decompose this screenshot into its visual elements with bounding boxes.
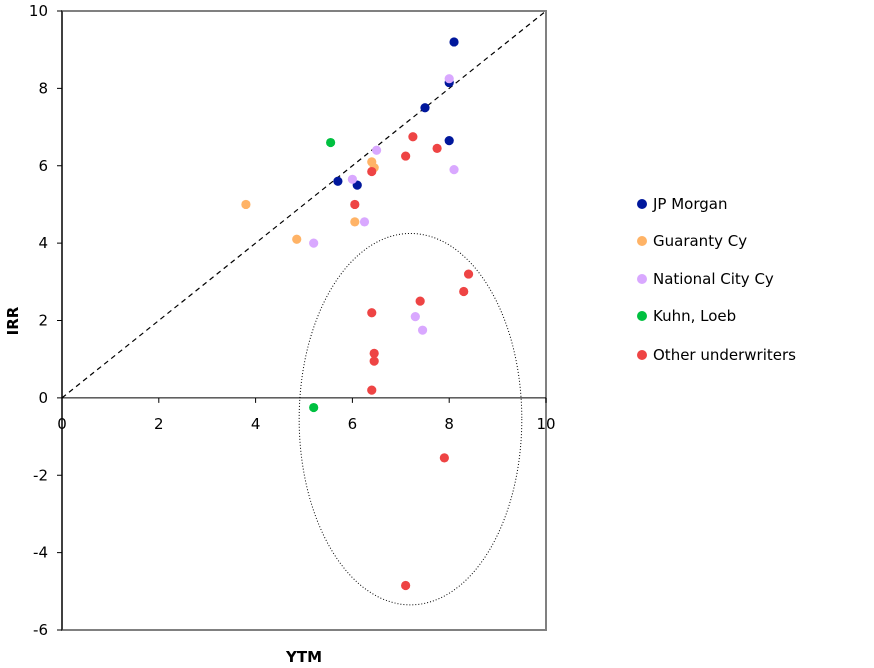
point-national-city-cy [417, 325, 428, 335]
y-tick-label: 10 [29, 2, 48, 20]
point-guaranty-cy [292, 234, 302, 244]
legend: JP Morgan Guaranty Cy National City Cy Kuhn… [623, 180, 873, 385]
point-other-underwriters [463, 269, 474, 279]
y-tick-label: 4 [38, 234, 48, 252]
dotted-ellipse [298, 232, 523, 606]
point-other-underwriters [459, 286, 469, 297]
legend-label: Kuhn, Loeb [653, 307, 737, 325]
point-national-city-cy [309, 238, 319, 248]
point-other-underwriters [415, 296, 425, 306]
point-national-city-cy [347, 174, 357, 184]
legend-item-other-underwriters: Other underwriters [637, 346, 830, 364]
y-tick-label: 2 [38, 312, 48, 330]
x-axis-title: YTM [285, 648, 322, 666]
point-jp-morgan [420, 103, 430, 113]
reference-line-45deg [61, 10, 547, 399]
x-tick-label: 10 [536, 415, 555, 433]
point-kuhn-loeb [326, 137, 336, 148]
point-other-underwriters [350, 199, 360, 210]
point-other-underwriters [432, 143, 442, 153]
point-national-city-cy [444, 74, 454, 84]
point-other-underwriters [369, 356, 379, 366]
y-tick-label: 0 [38, 389, 48, 407]
point-guaranty-cy [350, 217, 360, 227]
legend-label: Guaranty Cy [653, 232, 748, 250]
x-tick-labels: 0 2 4 6 8 10 [57, 397, 556, 433]
y-tick-labels: -6 -4 -2 0 2 4 6 8 10 [29, 2, 62, 639]
point-other-underwriters [369, 348, 379, 358]
point-other-underwriters [401, 580, 411, 591]
legend-marker [637, 350, 647, 360]
y-tick-label: -6 [33, 621, 48, 639]
point-other-underwriters [367, 385, 377, 395]
legend-item-national-city-cy: National City Cy [637, 270, 873, 288]
legend-label: National City Cy [653, 270, 774, 288]
point-kuhn-loeb [309, 402, 319, 413]
point-national-city-cy [372, 145, 382, 155]
x-tick-label: 6 [348, 415, 358, 433]
legend-label: Other underwriters [653, 346, 796, 364]
point-national-city-cy [359, 217, 370, 227]
y-tick-label: -2 [33, 466, 48, 484]
point-other-underwriters [408, 132, 418, 142]
diagonal-reference-line [61, 10, 547, 399]
plot-frame [61, 10, 547, 631]
y-axis-title: IRR [4, 306, 22, 335]
point-other-underwriters [401, 151, 411, 161]
y-tick-label: -4 [33, 544, 48, 562]
x-tick-label: 4 [251, 415, 261, 433]
point-other-underwriters [439, 453, 449, 463]
legend-marker [637, 236, 647, 246]
x-tick-label: 2 [154, 415, 164, 433]
point-jp-morgan [444, 136, 454, 146]
plot-border [61, 10, 547, 631]
legend-marker [637, 274, 647, 284]
legend-item-guaranty-cy: Guaranty Cy [637, 232, 777, 250]
point-other-underwriters [367, 166, 377, 177]
legend-label: JP Morgan [653, 195, 728, 213]
point-jp-morgan [449, 37, 459, 47]
point-guaranty-cy [241, 199, 251, 210]
x-tick-label: 8 [444, 415, 454, 433]
legend-marker [637, 199, 647, 209]
point-other-underwriters [367, 308, 377, 318]
point-national-city-cy [410, 312, 420, 322]
point-national-city-cy [449, 165, 459, 175]
data-points [241, 37, 474, 591]
y-tick-label: 8 [38, 79, 48, 97]
legend-item-jp-morgan: JP Morgan [637, 195, 812, 213]
point-jp-morgan [333, 176, 343, 186]
legend-item-kuhn-loeb: Kuhn, Loeb [637, 307, 817, 325]
highlight-ellipse [298, 232, 523, 606]
legend-marker [637, 311, 647, 321]
x-tick-label: 0 [57, 415, 67, 433]
y-tick-label: 6 [38, 157, 48, 175]
